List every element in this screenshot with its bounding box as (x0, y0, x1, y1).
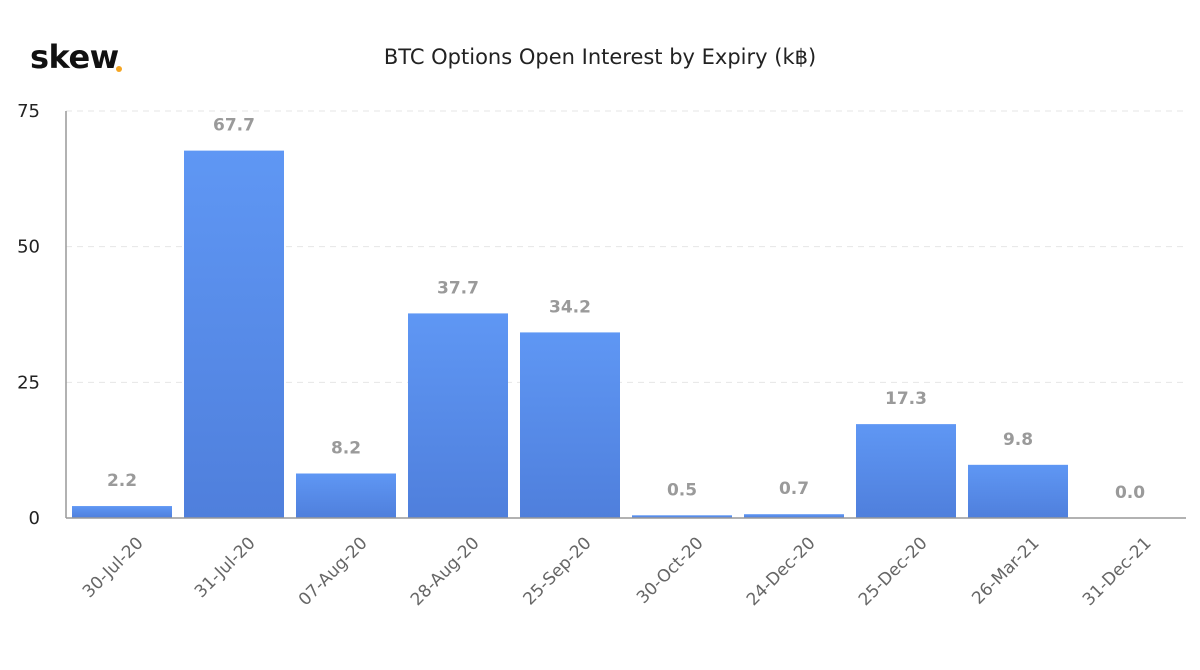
bar (968, 464, 1068, 518)
data-label: 67.7 (213, 116, 255, 136)
data-label: 17.3 (885, 389, 927, 409)
x-tick-label: 30-Oct-20 (633, 533, 708, 608)
chart-title: BTC Options Open Interest by Expiry (k฿) (383, 45, 817, 69)
x-tick-label: 31-Dec-21 (1079, 533, 1156, 610)
x-axis-ticks: 30-Jul-20 31-Jul-20 07-Aug-20 28-Aug-20 25-S… (79, 533, 1156, 610)
data-labels: 2.2 67.7 8.2 37.7 34.2 0.5 0.7 17.3 9.8 0.0 (107, 116, 1145, 503)
x-tick-label: 31-Jul-20 (191, 533, 260, 602)
bar (184, 150, 284, 518)
bar (408, 313, 508, 518)
bar (72, 506, 172, 518)
x-tick-label: 07-Aug-20 (295, 533, 372, 610)
y-axis-ticks: 0 25 50 75 (17, 101, 40, 529)
brand-logo: skew (30, 38, 119, 76)
data-label: 37.7 (437, 278, 479, 298)
bar (296, 473, 396, 518)
y-tick-label: 75 (17, 101, 40, 122)
brand-name: skew (30, 38, 119, 76)
data-label: 0.5 (667, 480, 697, 500)
data-label: 34.2 (549, 297, 591, 317)
data-label: 2.2 (107, 471, 137, 491)
x-tick-label: 24-Dec-20 (743, 533, 820, 610)
data-label: 8.2 (331, 439, 361, 459)
data-label: 0.0 (1115, 483, 1145, 503)
x-tick-label: 28-Aug-20 (407, 533, 484, 610)
x-tick-label: 25-Dec-20 (855, 533, 932, 610)
y-tick-label: 0 (29, 508, 40, 529)
bar (632, 515, 732, 518)
data-label: 9.8 (1003, 430, 1033, 450)
bar (520, 332, 620, 518)
x-tick-label: 30-Jul-20 (79, 533, 148, 602)
y-tick-label: 25 (17, 372, 40, 393)
brand-dot (116, 66, 122, 72)
bars (72, 150, 1068, 518)
data-label: 0.7 (779, 479, 809, 499)
y-tick-label: 50 (17, 237, 40, 258)
x-tick-label: 26-Mar-21 (968, 533, 1043, 608)
bar (856, 424, 956, 518)
bar (744, 514, 844, 518)
x-tick-label: 25-Sep-20 (519, 533, 595, 609)
